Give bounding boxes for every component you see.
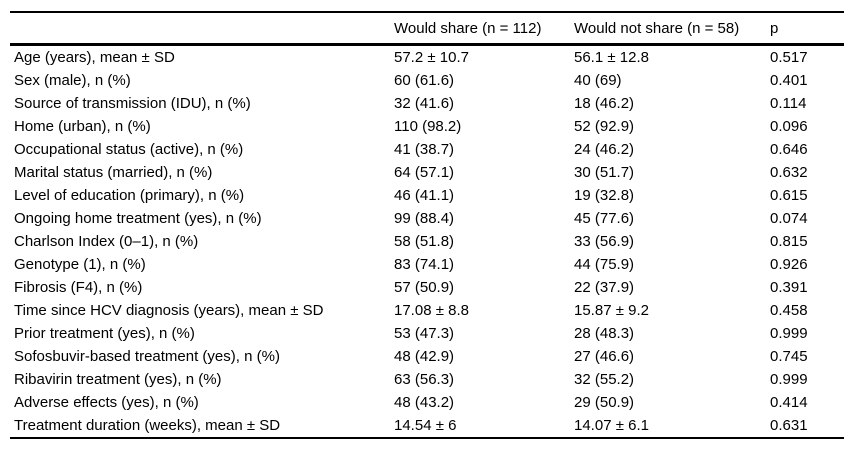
cell-would-not-share-value: 22 (37.9) <box>574 279 635 296</box>
cell-would-not-share-value: 15.87 ± 9.2 <box>574 302 649 319</box>
table-row: Fibrosis (F4), n (%) 57 (50.9) 22 (37.9)… <box>10 276 844 299</box>
table-row: Charlson Index (0–1), n (%) 58 (51.8) 33… <box>10 230 844 253</box>
cell-p-value: 0.926 <box>770 256 808 273</box>
cell-would-not-share-value: 45 (77.6) <box>574 210 635 227</box>
cell-characteristic-label: Time since HCV diagnosis (years), mean ±… <box>14 302 324 319</box>
table-header-row: Would share (n = 112) Would not share (n… <box>10 12 844 46</box>
cell-would-share-value: 32 (41.6) <box>394 95 455 112</box>
column-header-would-share: Would share (n = 112) <box>394 12 574 46</box>
table-row: Adverse effects (yes), n (%) 48 (43.2) 2… <box>10 391 844 414</box>
cell-would-share-value: 48 (43.2) <box>394 394 455 411</box>
cell-would-not-share-value: 40 (69) <box>574 72 622 89</box>
cell-would-not-share-value: 44 (75.9) <box>574 256 635 273</box>
table-header: Would share (n = 112) Would not share (n… <box>10 12 844 46</box>
cell-characteristic-label: Ribavirin treatment (yes), n (%) <box>14 371 222 388</box>
cell-would-share-value: 57.2 ± 10.7 <box>394 49 469 66</box>
cell-would-share-value: 63 (56.3) <box>394 371 455 388</box>
cell-p-value: 0.631 <box>770 417 808 434</box>
cell-characteristic-label: Occupational status (active), n (%) <box>14 141 244 158</box>
cell-characteristic-label: Treatment duration (weeks), mean ± SD <box>14 417 281 434</box>
cell-p-value: 0.632 <box>770 164 808 181</box>
cell-characteristic-label: Level of education (primary), n (%) <box>14 187 245 204</box>
table-row: Ongoing home treatment (yes), n (%) 99 (… <box>10 207 844 230</box>
cell-would-not-share-value: 30 (51.7) <box>574 164 635 181</box>
column-header-would-not-share: Would not share (n = 58) <box>574 12 770 46</box>
cell-p-value: 0.096 <box>770 118 808 135</box>
cell-p-value: 0.646 <box>770 141 808 158</box>
cell-would-share-value: 83 (74.1) <box>394 256 455 273</box>
table-row: Marital status (married), n (%) 64 (57.1… <box>10 161 844 184</box>
table-row: Sofosbuvir-based treatment (yes), n (%) … <box>10 345 844 368</box>
cell-p-value: 0.615 <box>770 187 808 204</box>
table-row: Level of education (primary), n (%) 46 (… <box>10 184 844 207</box>
cell-p-value: 0.414 <box>770 394 808 411</box>
cell-characteristic-label: Prior treatment (yes), n (%) <box>14 325 195 342</box>
cell-would-share-value: 53 (47.3) <box>394 325 455 342</box>
cell-p-value: 0.999 <box>770 325 808 342</box>
table-row: Age (years), mean ± SD 57.2 ± 10.7 56.1 … <box>10 45 844 70</box>
cell-would-share-value: 60 (61.6) <box>394 72 455 89</box>
cell-would-not-share-value: 19 (32.8) <box>574 187 635 204</box>
table-row: Time since HCV diagnosis (years), mean ±… <box>10 299 844 322</box>
cell-characteristic-label: Adverse effects (yes), n (%) <box>14 394 199 411</box>
cell-characteristic-label: Fibrosis (F4), n (%) <box>14 279 143 296</box>
cell-characteristic-label: Charlson Index (0–1), n (%) <box>14 233 199 250</box>
cell-would-not-share-value: 28 (48.3) <box>574 325 635 342</box>
cell-would-share-value: 14.54 ± 6 <box>394 417 457 434</box>
cell-characteristic-label: Home (urban), n (%) <box>14 118 151 135</box>
cell-p-value: 0.517 <box>770 49 808 66</box>
column-header-characteristic <box>10 12 394 46</box>
cell-characteristic-label: Ongoing home treatment (yes), n (%) <box>14 210 262 227</box>
cell-p-value: 0.458 <box>770 302 808 319</box>
cell-p-value: 0.815 <box>770 233 808 250</box>
cell-would-share-value: 46 (41.1) <box>394 187 455 204</box>
paper-table-container: Would share (n = 112) Would not share (n… <box>10 11 844 439</box>
cell-would-share-value: 99 (88.4) <box>394 210 455 227</box>
cell-p-value: 0.401 <box>770 72 808 89</box>
cell-would-not-share-value: 27 (46.6) <box>574 348 635 365</box>
table-row: Prior treatment (yes), n (%) 53 (47.3) 2… <box>10 322 844 345</box>
cell-characteristic-label: Marital status (married), n (%) <box>14 164 213 181</box>
cell-would-not-share-value: 32 (55.2) <box>574 371 635 388</box>
table-row: Home (urban), n (%) 110 (98.2) 52 (92.9)… <box>10 115 844 138</box>
cell-would-not-share-value: 14.07 ± 6.1 <box>574 417 649 434</box>
table-row: Ribavirin treatment (yes), n (%) 63 (56.… <box>10 368 844 391</box>
cell-p-value: 0.114 <box>770 95 807 112</box>
table-row: Genotype (1), n (%) 83 (74.1) 44 (75.9) … <box>10 253 844 276</box>
characteristics-comparison-table: Would share (n = 112) Would not share (n… <box>10 11 844 439</box>
cell-characteristic-label: Source of transmission (IDU), n (%) <box>14 95 251 112</box>
cell-would-share-value: 64 (57.1) <box>394 164 455 181</box>
cell-would-share-value: 48 (42.9) <box>394 348 455 365</box>
table-row: Source of transmission (IDU), n (%) 32 (… <box>10 92 844 115</box>
cell-characteristic-label: Sex (male), n (%) <box>14 72 131 89</box>
table-row: Occupational status (active), n (%) 41 (… <box>10 138 844 161</box>
cell-would-share-value: 57 (50.9) <box>394 279 455 296</box>
cell-characteristic-label: Age (years), mean ± SD <box>14 49 175 66</box>
column-header-p-value: p <box>770 12 844 46</box>
cell-would-not-share-value: 33 (56.9) <box>574 233 635 250</box>
cell-p-value: 0.074 <box>770 210 808 227</box>
table-row: Sex (male), n (%) 60 (61.6) 40 (69) 0.40… <box>10 69 844 92</box>
cell-p-value: 0.745 <box>770 348 808 365</box>
cell-characteristic-label: Sofosbuvir-based treatment (yes), n (%) <box>14 348 280 365</box>
cell-would-share-value: 17.08 ± 8.8 <box>394 302 469 319</box>
cell-p-value: 0.999 <box>770 371 808 388</box>
cell-would-not-share-value: 18 (46.2) <box>574 95 635 112</box>
cell-would-not-share-value: 29 (50.9) <box>574 394 635 411</box>
table-body: Age (years), mean ± SD 57.2 ± 10.7 56.1 … <box>10 45 844 439</box>
cell-would-not-share-value: 52 (92.9) <box>574 118 635 135</box>
cell-would-share-value: 58 (51.8) <box>394 233 455 250</box>
cell-would-not-share-value: 24 (46.2) <box>574 141 635 158</box>
table-row: Treatment duration (weeks), mean ± SD 14… <box>10 414 844 438</box>
cell-would-share-value: 110 (98.2) <box>394 118 462 135</box>
cell-would-share-value: 41 (38.7) <box>394 141 455 158</box>
cell-p-value: 0.391 <box>770 279 808 296</box>
cell-characteristic-label: Genotype (1), n (%) <box>14 256 146 273</box>
cell-would-not-share-value: 56.1 ± 12.8 <box>574 49 649 66</box>
